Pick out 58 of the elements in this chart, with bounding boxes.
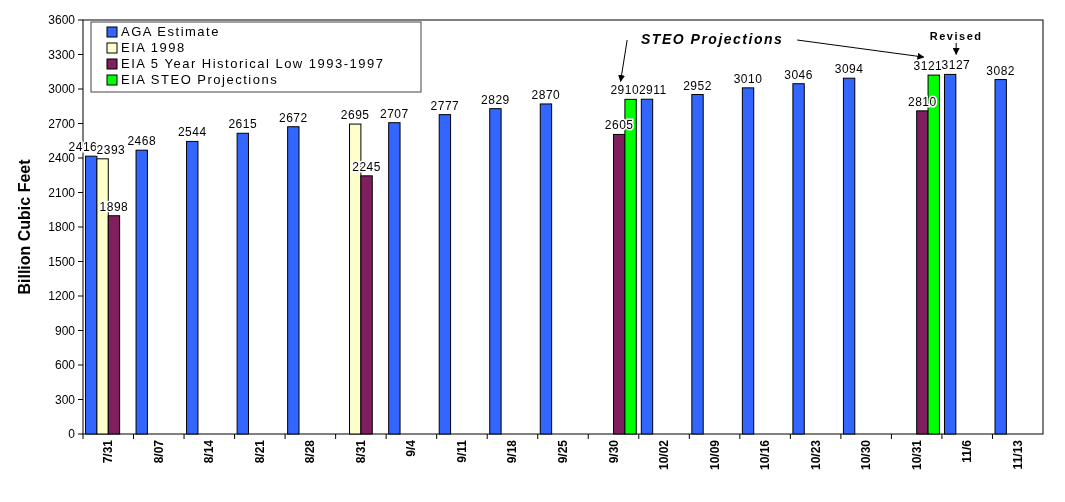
y-tick-label: 0 [68,427,76,442]
x-tick-label: 10/09 [707,439,722,471]
data-label: 2615 [228,117,258,132]
x-tick-label: 8/21 [252,439,267,464]
y-tick-label: 2100 [48,185,76,200]
x-tick-label: 11/6 [960,439,975,463]
x-tick-label: 10/16 [758,439,773,471]
data-label: 3121 [913,59,943,74]
x-tick-label: 9/25 [556,439,570,464]
x-tick-label: 8/31 [353,439,368,464]
x-tick-label: 11/13 [1010,439,1025,470]
legend-label: EIA 1998 [121,40,186,55]
data-label: 2829 [481,92,510,107]
y-tick-label: 2700 [48,116,76,131]
data-label: 2952 [683,78,712,93]
y-tick-label: 1800 [48,220,76,235]
y-tick-label: 300 [54,392,76,407]
data-label: 3127 [941,58,971,73]
x-tick-label: 8/14 [202,439,217,464]
y-tick-label: 3300 [48,47,76,62]
x-tick-label: 10/31 [909,439,924,471]
data-label: 2468 [127,134,157,149]
data-label: 3082 [986,63,1016,78]
data-label: 3094 [834,62,864,77]
legend-label: EIA STEO Projections [121,72,279,87]
data-label: 2870 [531,87,561,102]
y-tick-label: 2400 [48,151,76,166]
y-axis-title: Billion Cubic Feet [16,158,33,295]
data-label: 2911 [638,83,667,98]
x-tick-label: 10/30 [859,439,874,471]
y-tick-label: 600 [54,358,76,373]
y-tick-label: 1500 [48,254,76,269]
annotation: STEO Projections [641,31,784,47]
y-tick-label: 900 [54,323,76,338]
data-label: 2544 [177,125,207,140]
data-label: 2777 [430,98,460,113]
data-label: 2393 [96,142,126,157]
x-tick-label: 9/30 [606,439,621,464]
x-tick-label: 9/18 [505,439,520,464]
x-tick-label: 9/4 [404,439,419,457]
y-tick-label: 1200 [48,289,76,304]
x-tick-label: 10/23 [808,439,823,471]
legend-label: AGA Estimate [121,24,220,39]
x-tick-label: 9/11 [454,439,469,463]
y-tick-label: 3600 [48,13,76,28]
data-label: 2910 [610,83,640,98]
data-label: 2695 [340,108,370,123]
data-label: 2707 [380,106,409,121]
data-label: 3010 [733,71,763,86]
legend-label: EIA 5 Year Historical Low 1993-1997 [121,56,385,71]
x-tick-label: 8/07 [151,439,166,464]
data-label: 2672 [278,110,308,125]
data-label: 3046 [784,67,813,82]
x-tick-label: 7/31 [101,439,116,464]
y-tick-label: 3000 [48,82,76,97]
annotation: Revised [929,30,983,42]
x-tick-label: 10/02 [657,439,672,471]
x-tick-label: 8/28 [303,439,318,464]
